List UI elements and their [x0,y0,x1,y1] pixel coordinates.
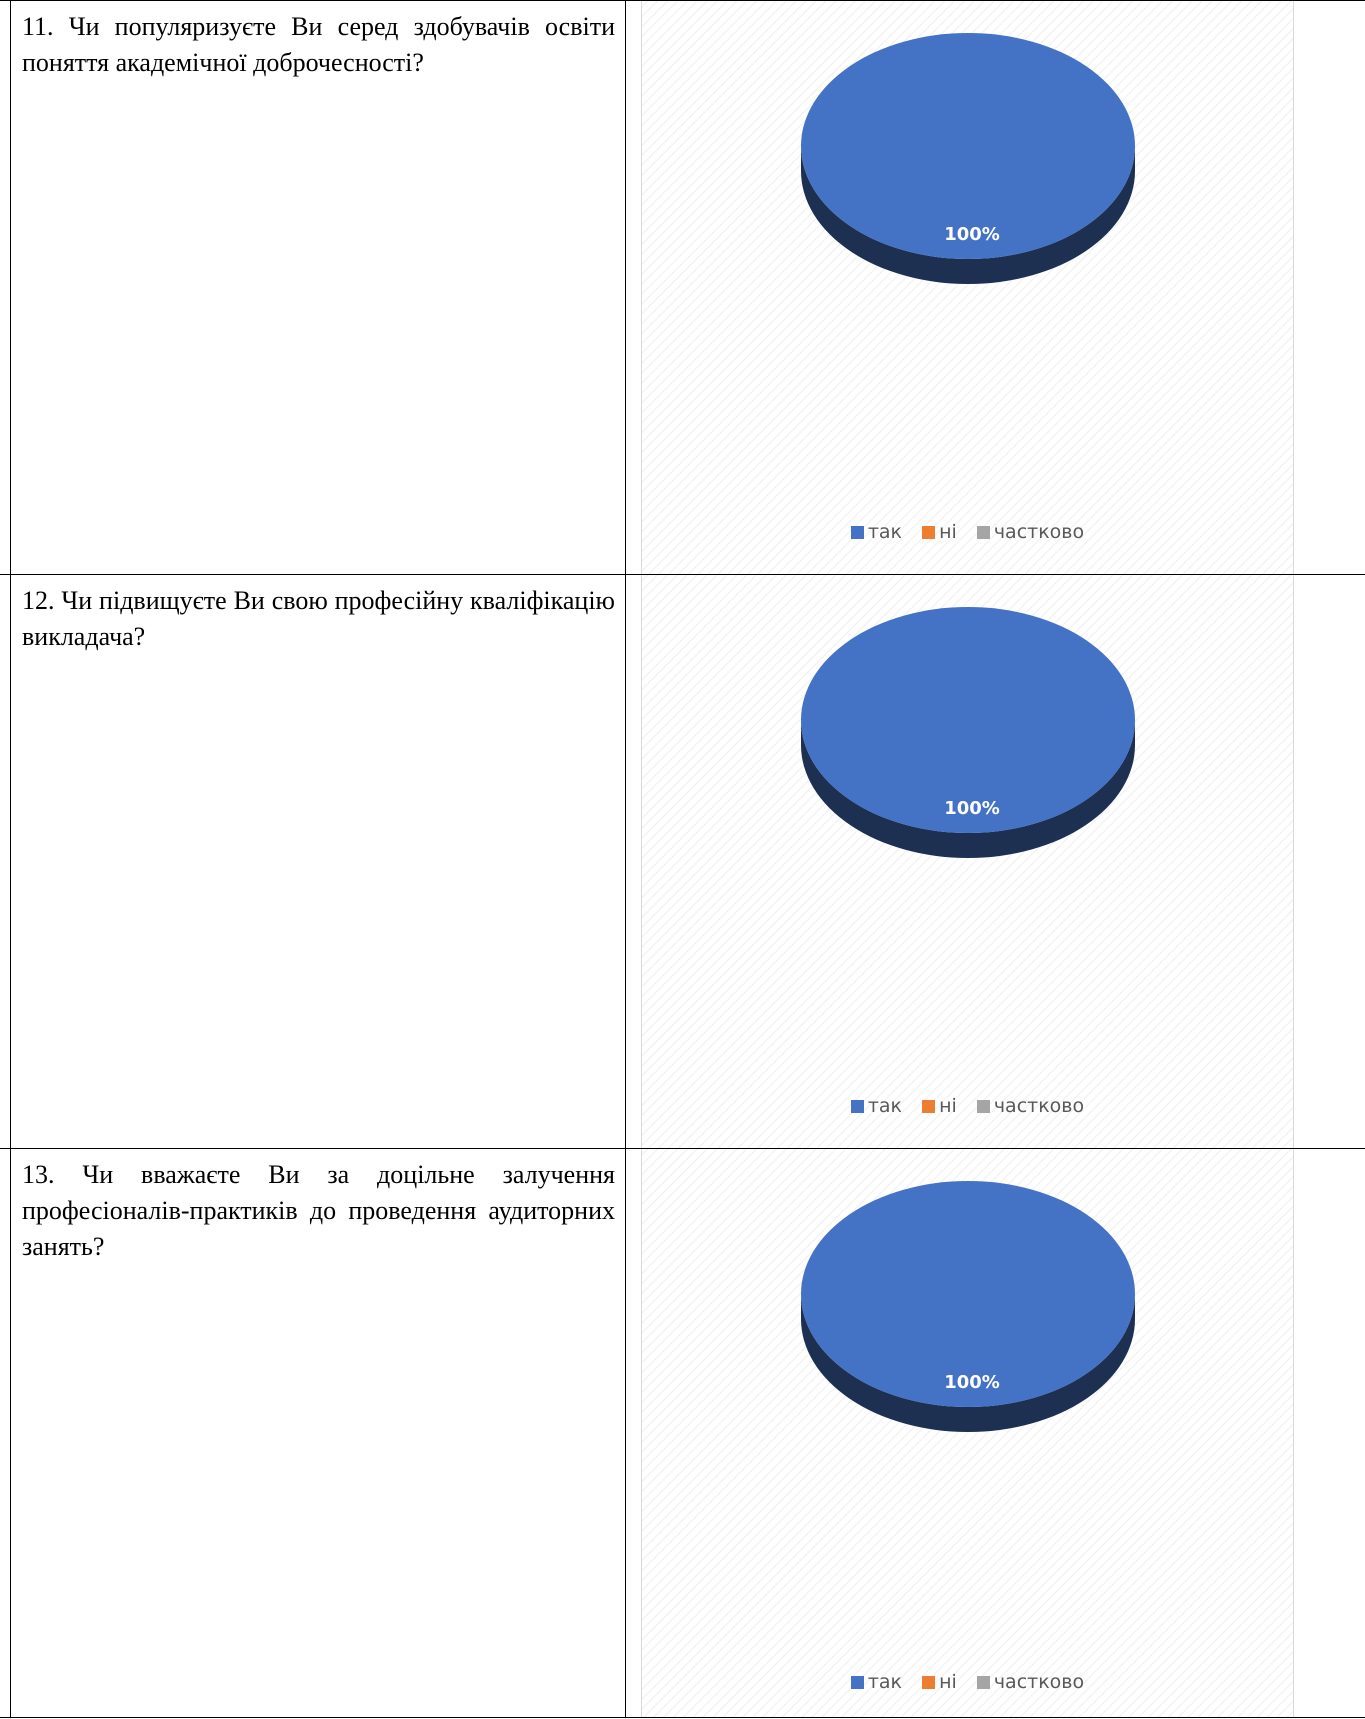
chart-cell: 100% так ні частково [641,1149,1294,1717]
legend-item: так [850,521,903,543]
legend-label: так [867,1671,903,1693]
legend-swatch [850,1100,864,1113]
pie-chart: 100% [801,1181,1135,1432]
legend-label: частково [993,1671,1085,1693]
legend-item: так [850,1095,903,1117]
question-cell: 13. Чи вважаєте Ви за доцільне залучення… [10,1149,626,1717]
legend-swatch [850,526,864,539]
chart-legend: так ні частково [642,521,1293,543]
chart-legend: так ні частково [642,1095,1293,1117]
legend-item: ні [922,1671,957,1693]
data-label: 100% [944,1372,1000,1393]
table-row: 11. Чи популяризуєте Ви серед здобувачів… [0,0,1365,574]
pie-slice [801,33,1135,259]
legend-item: так [850,1671,903,1693]
legend-swatch [976,1676,990,1689]
pie-chart: 100% [801,33,1135,284]
legend-swatch [922,526,936,539]
pie-slice-side [801,1294,1135,1432]
legend-label: ні [939,1671,957,1693]
legend-label: так [867,1095,903,1117]
pie-slice-side [801,720,1135,858]
pie-slice [801,1181,1135,1407]
legend-label: ні [939,521,957,543]
legend-item: ні [922,521,957,543]
legend-item: ні [922,1095,957,1117]
question-cell: 12. Чи підвищуєте Ви свою професійну ква… [10,575,626,1148]
pie-slice [801,607,1135,833]
legend-swatch [922,1100,936,1113]
question-text: 13. Чи вважаєте Ви за доцільне залучення… [22,1160,615,1261]
chart-cell: 100% так ні частково [641,1,1294,574]
data-label: 100% [944,224,1000,245]
legend-swatch [976,526,990,539]
legend-swatch [976,1100,990,1113]
legend-item: частково [976,1095,1085,1117]
legend-item: частково [976,521,1085,543]
legend-label: так [867,521,903,543]
legend-swatch [922,1676,936,1689]
table-row: 13. Чи вважаєте Ви за доцільне залучення… [0,1148,1365,1718]
pie-slice-side [801,146,1135,284]
pie-chart: 100% [801,607,1135,858]
question-text: 11. Чи популяризуєте Ви серед здобувачів… [22,12,615,77]
legend-label: частково [993,1095,1085,1117]
question-text: 12. Чи підвищуєте Ви свою професійну ква… [22,586,615,651]
legend-label: частково [993,521,1085,543]
table-row: 12. Чи підвищуєте Ви свою професійну ква… [0,574,1365,1148]
legend-label: ні [939,1095,957,1117]
legend-item: частково [976,1671,1085,1693]
chart-cell: 100% так ні частково [641,575,1294,1148]
question-cell: 11. Чи популяризуєте Ви серед здобувачів… [10,1,626,574]
chart-legend: так ні частково [642,1671,1293,1693]
data-label: 100% [944,798,1000,819]
legend-swatch [850,1676,864,1689]
